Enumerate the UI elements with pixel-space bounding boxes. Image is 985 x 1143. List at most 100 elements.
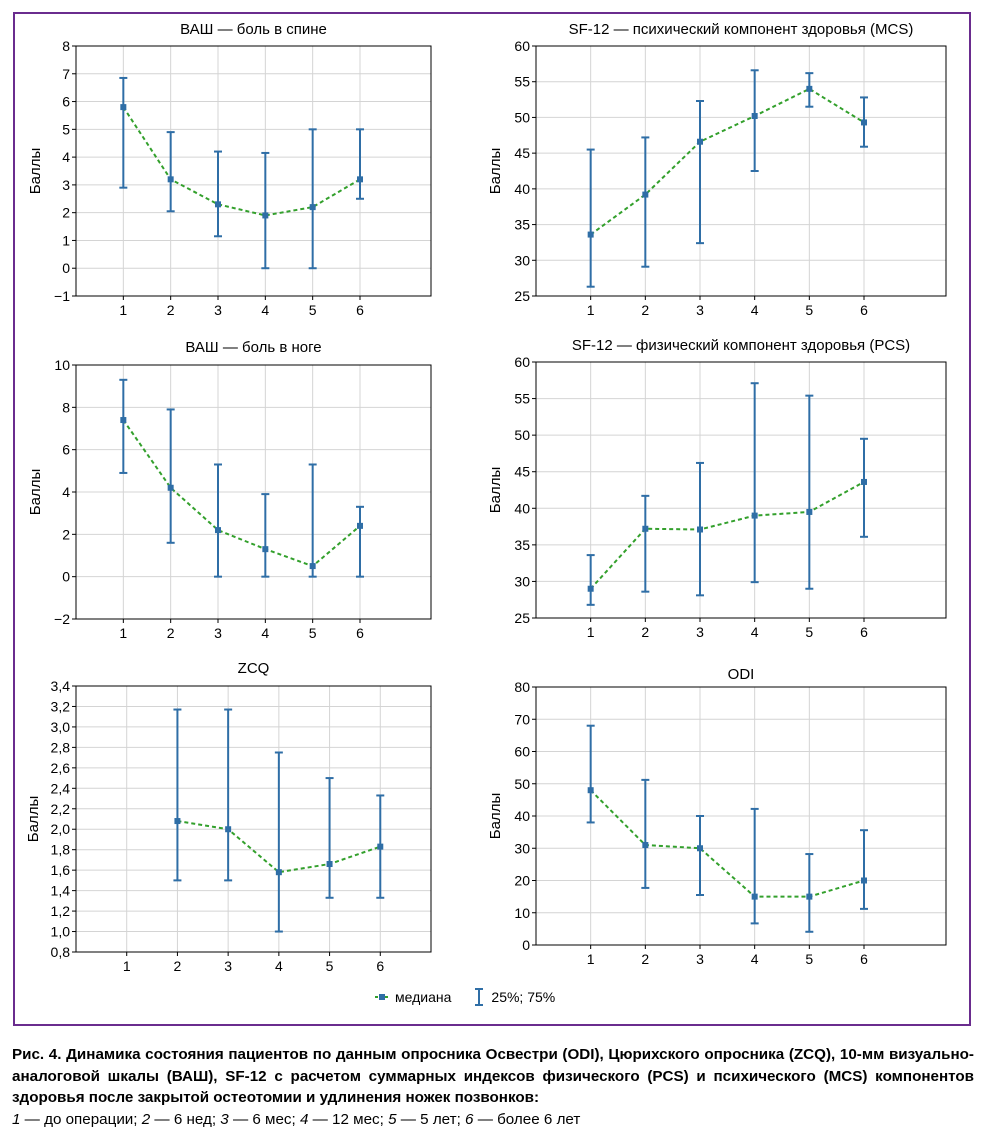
median-point (806, 85, 813, 92)
y-axis-label: Баллы (27, 469, 44, 515)
x-tick-label: 6 (860, 951, 868, 967)
median-line (122, 106, 361, 217)
median-point (120, 104, 127, 111)
median-point (262, 212, 269, 219)
y-tick-label: 8 (62, 38, 70, 54)
x-tick-label: 3 (696, 951, 704, 967)
figure-caption: Рис. 4. Динамика состояния пациентов по … (12, 1044, 974, 1130)
caption-legend-text: — 6 нед; (150, 1110, 221, 1128)
caption-legend-num: 4 (299, 1110, 309, 1128)
chart-title: ODI (728, 666, 755, 683)
plot-frame (75, 45, 432, 297)
median-line (122, 419, 361, 568)
legend-item-range: 25%; 75% (473, 988, 555, 1006)
plot-area (76, 46, 431, 296)
y-tick-label: 1,4 (51, 883, 71, 899)
x-tick-label: 2 (167, 302, 175, 318)
y-tick-label: 2 (62, 205, 70, 221)
median-point (275, 869, 282, 876)
x-tick-label: 5 (309, 625, 317, 641)
median-point (697, 845, 703, 852)
y-tick-label: 55 (514, 391, 530, 407)
x-tick-label: 6 (356, 625, 364, 641)
y-tick-label: 0 (62, 569, 70, 585)
y-tick-label: 30 (514, 573, 530, 589)
median-point (225, 826, 232, 833)
y-tick-label: 70 (514, 711, 530, 727)
plot-area (536, 362, 946, 618)
x-tick-label: 6 (860, 302, 868, 318)
median-point (751, 893, 758, 900)
caption-legend-text: — 12 мес; (308, 1110, 389, 1128)
median-point (642, 525, 649, 532)
median-point (326, 861, 333, 868)
y-tick-label: 1,2 (51, 903, 71, 919)
y-tick-label: 4 (62, 484, 70, 500)
x-tick-label: 1 (587, 302, 595, 318)
median-point (697, 138, 703, 145)
chart-panel-1: −1 0 1 2 3 4 5 6 7 8 1 2 3 4 5 6 ВАШ — боль в спине Баллы (27, 21, 432, 318)
median-point (215, 527, 221, 534)
x-tick-label: 2 (167, 625, 175, 641)
median-point (587, 787, 594, 794)
chart-title: ВАШ — боль в спине (180, 21, 327, 38)
y-tick-label: 2 (62, 526, 70, 542)
error-bar (641, 136, 650, 268)
y-tick-label: −1 (54, 288, 70, 304)
caption-legend-num: 3 (220, 1110, 229, 1128)
x-tick-label: 3 (214, 625, 222, 641)
x-tick-label: 4 (751, 951, 759, 967)
y-tick-label: 40 (514, 500, 530, 516)
y-tick-label: 3,2 (51, 698, 71, 714)
y-tick-label: 30 (514, 252, 530, 268)
y-tick-label: 4 (62, 149, 70, 165)
caption-legend-text: — более 6 лет (473, 1110, 581, 1128)
y-tick-label: 35 (514, 537, 530, 553)
error-bar (356, 128, 364, 200)
error-bar (214, 463, 222, 578)
median-point (377, 843, 384, 850)
median-marker-icon (375, 994, 389, 1000)
error-bar (173, 708, 182, 882)
y-axis-label: Баллы (487, 467, 504, 513)
y-tick-label: 2,0 (51, 821, 71, 837)
y-tick-label: 0 (62, 260, 70, 276)
caption-title: Рис. 4. Динамика состояния пациентов по … (12, 1046, 974, 1106)
plot-frame (535, 45, 947, 297)
y-tick-label: 3,0 (51, 719, 71, 735)
caption-legend-num: 2 (141, 1110, 151, 1128)
error-bar (166, 131, 175, 213)
error-bar (586, 148, 595, 288)
median-line (589, 789, 865, 898)
error-bar (308, 128, 317, 270)
figure-frame (13, 12, 971, 1026)
error-bar (224, 708, 233, 882)
x-tick-label: 6 (356, 302, 364, 318)
x-tick-label: 2 (641, 624, 649, 640)
median-point (167, 176, 174, 183)
y-tick-label: 55 (514, 74, 530, 90)
y-tick-label: 0,8 (51, 944, 71, 960)
error-bar (356, 505, 364, 578)
error-bar (274, 751, 283, 933)
median-line (590, 87, 865, 236)
y-tick-label: 45 (514, 464, 530, 480)
caption-legend-num: 1 (12, 1110, 21, 1128)
caption-legend-text: — 6 мес; (228, 1110, 300, 1128)
error-bar (119, 378, 128, 474)
caption-legend-num: 5 (388, 1110, 397, 1128)
error-bar (214, 150, 222, 238)
chart-title: SF-12 — физический компонент здоровья (P… (572, 337, 910, 354)
y-axis-label: Баллы (25, 796, 42, 842)
chart-title: ВАШ — боль в ноге (185, 339, 321, 356)
x-tick-label: 1 (587, 951, 595, 967)
y-tick-label: 1,0 (51, 924, 71, 940)
median-point (806, 508, 813, 515)
median-point (642, 842, 649, 849)
y-tick-label: 2,6 (51, 760, 71, 776)
x-tick-label: 2 (641, 302, 649, 318)
y-tick-label: 40 (514, 181, 530, 197)
